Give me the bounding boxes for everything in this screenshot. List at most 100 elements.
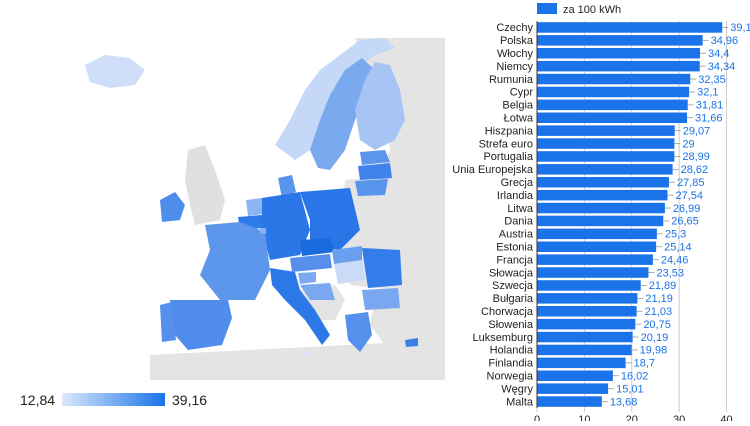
x-tick-label: 0 <box>534 414 540 421</box>
map-hungary <box>334 260 365 284</box>
europe-map <box>85 38 445 380</box>
x-tick-label: 10 <box>578 414 590 421</box>
category-label: Unia Europejska <box>452 164 534 176</box>
map-poland <box>300 188 360 250</box>
bar <box>537 125 675 136</box>
bar <box>537 138 675 149</box>
bar <box>537 357 626 369</box>
value-label: 34,34 <box>708 61 736 73</box>
category-label: Malta <box>506 396 534 408</box>
value-label: 31,81 <box>696 100 724 112</box>
legend-gradient <box>62 393 165 406</box>
value-label: 21,03 <box>645 306 673 318</box>
category-label: Hiszpania <box>485 125 534 137</box>
value-label: 16,02 <box>621 371 649 383</box>
map-background-land <box>150 340 445 380</box>
category-label: Chorwacja <box>481 306 534 318</box>
value-label: 28,62 <box>681 164 709 176</box>
bar-chart-panel: za 100 kWh Czechy 39,1 Polska 34,96 Włochy 34… <box>445 0 750 426</box>
x-tick-label: 20 <box>626 414 638 421</box>
category-label: Dania <box>504 216 534 228</box>
category-label: Luksemburg <box>472 332 533 344</box>
map-france <box>200 222 270 300</box>
category-label: Cypr <box>510 87 534 99</box>
bar <box>537 331 633 343</box>
category-label: Łotwa <box>504 113 534 125</box>
x-tick-label: 30 <box>673 414 685 421</box>
category-label: Estonia <box>496 242 534 254</box>
map-estonia <box>360 150 390 165</box>
value-label: 21,89 <box>649 280 677 292</box>
value-label: 32,35 <box>698 74 726 86</box>
legend-scale-max: 39,16 <box>172 392 208 408</box>
chart-legend: za 100 kWh <box>537 3 621 16</box>
category-label: Włochy <box>497 48 534 60</box>
x-tick-label: 40 <box>720 414 732 421</box>
map-romania <box>362 248 402 288</box>
bar <box>537 370 613 381</box>
map-sweden <box>310 58 375 170</box>
category-label: Austria <box>499 229 534 241</box>
category-label: Portugalia <box>483 151 533 163</box>
bar <box>537 215 664 227</box>
map-slovenia <box>298 272 316 284</box>
category-label: Belgia <box>502 100 533 112</box>
bar <box>537 306 637 317</box>
map-denmark <box>278 175 296 198</box>
map-netherlands <box>246 198 264 216</box>
category-label: Norwegia <box>487 371 534 383</box>
value-label: 18,7 <box>634 358 655 370</box>
legend-label: za 100 kWh <box>563 4 621 16</box>
map-malta <box>303 352 307 356</box>
bar <box>537 112 688 123</box>
bar <box>537 254 653 265</box>
category-label: Grecja <box>501 177 534 189</box>
map-spain <box>170 300 232 350</box>
value-label: 13,68 <box>610 396 638 408</box>
bar <box>537 99 688 111</box>
value-label: 23,53 <box>656 267 684 279</box>
category-label: Słowacja <box>489 267 534 279</box>
bar <box>537 48 700 59</box>
map-lithuania <box>355 179 388 196</box>
map-bulgaria <box>362 288 400 310</box>
value-label: 32,1 <box>697 87 718 99</box>
bar <box>537 241 657 252</box>
map-cyprus <box>405 338 418 347</box>
map-germany <box>262 192 310 260</box>
bar <box>537 280 641 291</box>
value-label: 27,54 <box>675 190 703 202</box>
value-label: 26,99 <box>673 203 701 215</box>
map-greece <box>345 312 372 352</box>
map-czechia <box>300 238 335 256</box>
bar <box>537 151 675 162</box>
value-label: 20,19 <box>641 332 669 344</box>
bar <box>537 164 673 175</box>
category-label: Szwecja <box>492 280 534 292</box>
map-luxembourg <box>260 228 266 234</box>
map-portugal <box>160 302 176 342</box>
bar <box>537 383 609 394</box>
category-label: Rumunia <box>489 74 534 86</box>
value-label: 29 <box>682 138 694 150</box>
category-label: Litwa <box>507 203 534 215</box>
value-label: 21,19 <box>645 293 673 305</box>
bar <box>537 60 700 72</box>
value-label: 25,14 <box>664 242 692 254</box>
category-label: Bułgaria <box>493 293 534 305</box>
category-label: Strefa euro <box>479 138 533 150</box>
map-croatia <box>300 283 335 300</box>
value-label: 39,1 <box>730 22 750 34</box>
bar <box>537 344 632 356</box>
value-label: 34,4 <box>708 48 729 60</box>
bar <box>537 189 668 201</box>
bar <box>537 35 703 46</box>
value-label: 34,96 <box>711 35 739 47</box>
category-label: Finlandia <box>488 358 534 370</box>
map-slovakia <box>332 246 362 264</box>
value-label: 26,65 <box>671 216 699 228</box>
bar <box>537 396 602 407</box>
category-label: Irlandia <box>497 190 534 202</box>
category-label: Polska <box>500 35 534 47</box>
category-label: Niemcy <box>496 61 533 73</box>
